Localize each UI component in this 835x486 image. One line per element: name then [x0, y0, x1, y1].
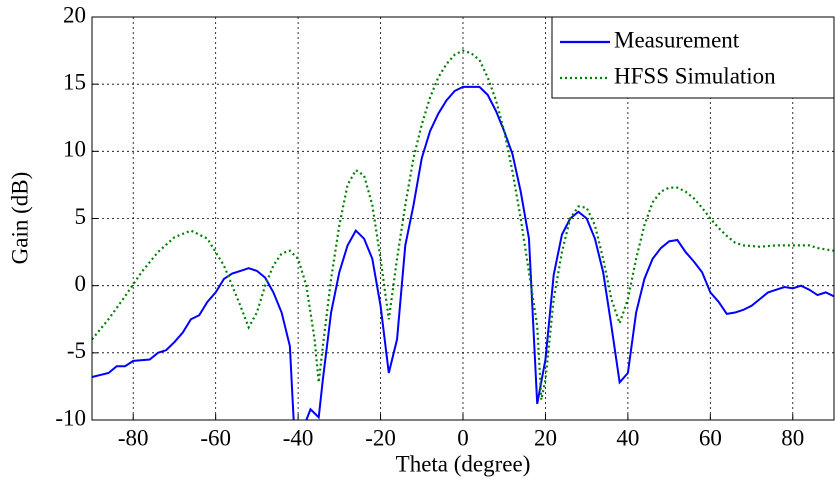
y-tick-label: 5	[75, 204, 87, 229]
y-tick-label: 15	[63, 69, 86, 94]
y-tick-label: 20	[63, 2, 86, 27]
legend-label: Measurement	[614, 27, 740, 52]
y-axis-label: Gain (dB)	[7, 172, 32, 265]
legend-label: HFSS Simulation	[614, 63, 776, 88]
series-line	[92, 85, 834, 420]
y-tick-label: 0	[75, 271, 87, 296]
y-tick-label: -10	[55, 405, 86, 430]
x-tick-label: -40	[283, 425, 314, 450]
x-axis-label: Theta (degree)	[396, 451, 531, 476]
x-tick-label: -60	[200, 425, 231, 450]
x-tick-label: 20	[534, 425, 557, 450]
plot-lines	[92, 49, 834, 420]
x-tick-label: 0	[457, 425, 469, 450]
y-tick-label: 10	[63, 137, 86, 162]
ticks: -80 -60 -40 -20 0 20 40 60 80 -10 -5 0 5 10 15 20	[55, 2, 804, 450]
y-tick-label: -5	[67, 338, 86, 363]
legend: Measurement HFSS Simulation	[551, 16, 835, 99]
x-tick-label: -20	[365, 425, 396, 450]
x-tick-label: -80	[118, 425, 149, 450]
legend-box	[551, 16, 835, 99]
x-tick-label: 40	[616, 425, 639, 450]
x-tick-label: 80	[781, 425, 804, 450]
x-tick-label: 60	[699, 425, 722, 450]
